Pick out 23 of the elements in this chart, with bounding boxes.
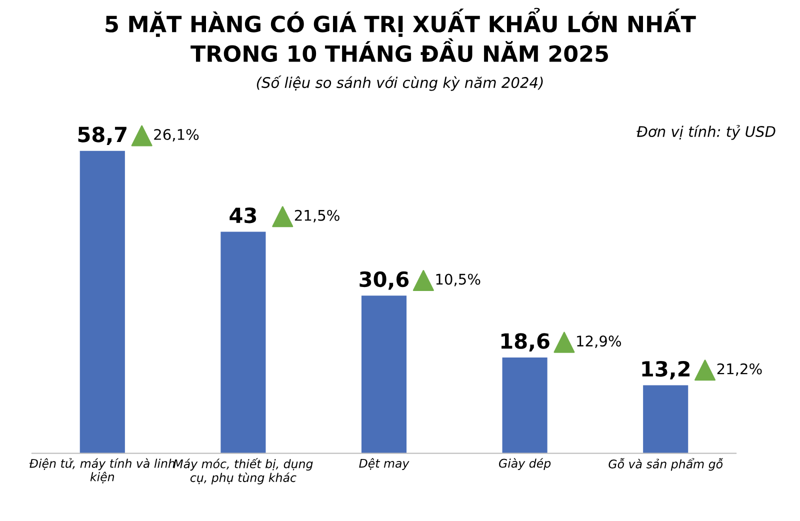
bar (220, 232, 266, 454)
x-tick-label: Gỗ và sản phẩm gỗ (608, 458, 723, 471)
chart-subtitle: (Số liệu so sánh với cùng kỳ năm 2024) (256, 76, 543, 91)
data-label: 43 (230, 207, 256, 224)
bar (643, 385, 688, 454)
annotation: 21,2% (717, 363, 762, 376)
data-label: 18,6 (501, 333, 550, 352)
text: Đơn vị tính: tỷ USD (636, 125, 776, 140)
text: 26,1% (154, 128, 199, 142)
x-tick-label: Máy móc, thiết bị, dụng cụ, phụ tùng khác (173, 458, 313, 484)
bar (361, 296, 407, 454)
data-label: 13,2 (642, 360, 690, 380)
annotation: 10,5% (436, 274, 480, 286)
x-tick-label: Dệt may (359, 458, 410, 470)
x-tick-label: Điện tử, máy tính và linh kiện (29, 458, 175, 484)
chart-title: 5 MẶT HÀNG CÓ GIÁ TRỊ XUẤT KHẨU LỚN NHẤT TRONG 10 THÁNG ĐẦU NĂM 2025 (106, 8, 696, 62)
x-tick-label: Giày dép (499, 458, 551, 470)
annotation: 12,9% (577, 336, 622, 348)
data-label: 30,6 (360, 271, 409, 290)
bar (80, 150, 125, 454)
annotation: 21,5% (294, 210, 340, 222)
data-label: 58,7 (78, 126, 126, 145)
bar (502, 357, 548, 454)
